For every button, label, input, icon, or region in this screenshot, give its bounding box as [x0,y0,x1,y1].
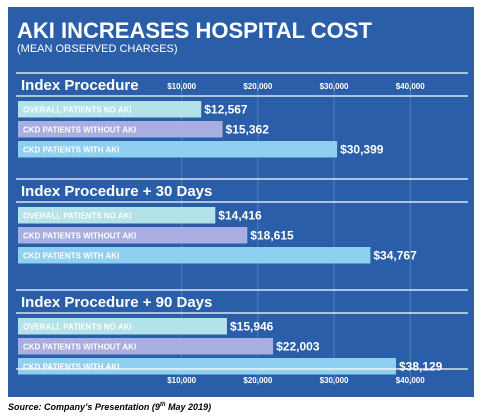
bar-category-label: CKD PATIENTS WITHOUT AKI [23,343,136,352]
chart-panel: AKI INCREASES HOSPITAL COST (MEAN OBSERV… [8,7,474,397]
x-tick-label-top-4: $40,000 [396,82,425,91]
chart-subtitle: (MEAN OBSERVED CHARGES) [17,43,178,55]
x-tick-label-bottom-2: $20,000 [243,376,272,385]
x-tick-label-top-1: $10,000 [167,82,196,91]
bar-value-label: $14,416 [218,209,262,223]
bar-category-label: CKD PATIENTS WITHOUT AKI [23,232,136,241]
bar-2-3 [18,247,371,264]
bar-value-label: $38,129 [399,360,443,374]
bar-3-2 [18,338,274,355]
bar-value-label: $15,362 [226,123,270,137]
group-1: Index Procedure $10,000 $20,000 $30,000 $40,… [16,72,468,158]
group-label: Index Procedure + 90 Days [21,294,212,311]
group-2: Index Procedure + 30 Days OVERALL PATIENT… [16,178,468,264]
bar-category-label: OVERALL PATIENTS NO AKI [23,212,132,221]
source-prefix: Source: Company’s Presentation (9 [8,402,160,412]
x-tick-label-bottom-4: $40,000 [396,376,425,385]
bar-chart: AKI INCREASES HOSPITAL COST (MEAN OBSERV… [16,18,468,385]
source-sup: th [159,402,166,408]
bar-value-label: $15,946 [230,320,274,334]
bar-1-2 [18,121,223,138]
source-note: Source: Company’s Presentation (9th May … [8,402,211,412]
x-tick-label-top-3: $30,000 [320,82,349,91]
chart-title: AKI INCREASES HOSPITAL COST [17,18,372,43]
bar-1-3 [18,141,338,158]
bar-value-label: $12,567 [204,103,248,117]
bar-value-label: $34,767 [373,249,417,263]
x-tick-label-bottom-3: $30,000 [320,376,349,385]
bar-category-label: CKD PATIENTS WITH AKI [23,252,119,261]
bar-1-1 [18,101,202,118]
bar-2-2 [18,227,248,244]
bar-category-label: CKD PATIENTS WITH AKI [23,146,119,155]
bar-value-label: $22,003 [276,340,320,354]
source-suffix: May 2019) [165,402,212,412]
group-label: Index Procedure + 30 Days [21,183,212,200]
bar-3-3 [18,358,396,375]
bar-value-label: $30,399 [340,143,384,157]
bar-category-label: CKD PATIENTS WITHOUT AKI [23,126,136,135]
x-tick-label-bottom-1: $10,000 [167,376,196,385]
group-label: Index Procedure [21,77,139,94]
bar-category-label: CKD PATIENTS WITH AKI [23,363,119,372]
group-3: Index Procedure + 90 Days OVERALL PATIENT… [16,289,468,375]
bar-category-label: OVERALL PATIENTS NO AKI [23,323,132,332]
bar-value-label: $18,615 [250,229,294,243]
x-tick-label-top-2: $20,000 [243,82,272,91]
bar-3-1 [18,318,227,335]
bar-category-label: OVERALL PATIENTS NO AKI [23,106,132,115]
bar-2-1 [18,207,216,224]
